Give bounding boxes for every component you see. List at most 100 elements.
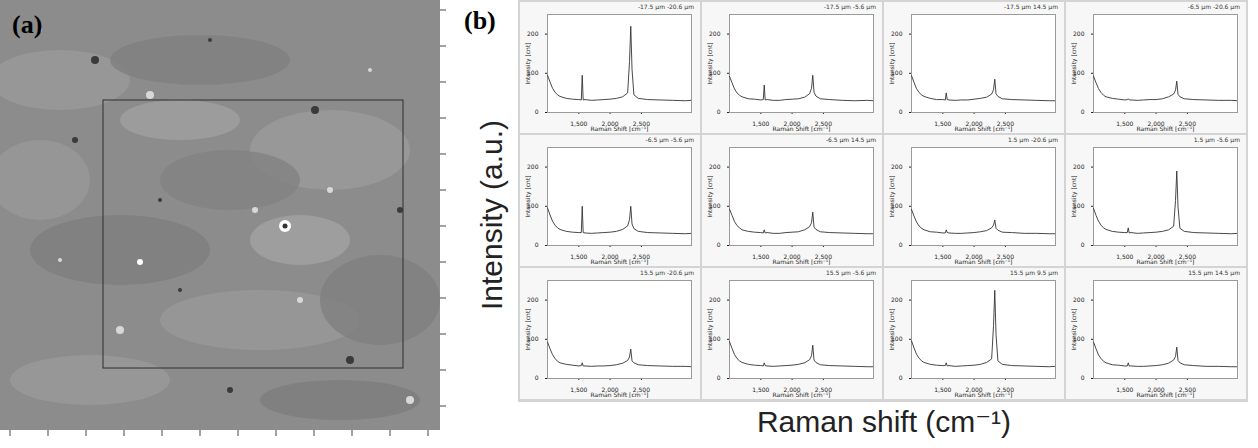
svg-text:0: 0 bbox=[535, 374, 539, 381]
svg-text:Intensity [cnt]: Intensity [cnt] bbox=[888, 42, 896, 84]
svg-text:Raman Shift [cm⁻¹]: Raman Shift [cm⁻¹] bbox=[955, 391, 1013, 398]
svg-text:200: 200 bbox=[1073, 296, 1085, 303]
svg-text:Raman Shift [cm⁻¹]: Raman Shift [cm⁻¹] bbox=[591, 391, 649, 398]
svg-text:2,000: 2,000 bbox=[965, 252, 983, 260]
svg-text:Intensity [cnt]: Intensity [cnt] bbox=[1070, 175, 1078, 217]
svg-text:Raman Shift [cm⁻¹]: Raman Shift [cm⁻¹] bbox=[1137, 258, 1195, 265]
svg-text:100: 100 bbox=[709, 202, 721, 210]
svg-text:2,000: 2,000 bbox=[783, 119, 801, 127]
svg-text:200: 200 bbox=[709, 296, 721, 303]
svg-text:Raman Shift [cm⁻¹]: Raman Shift [cm⁻¹] bbox=[1137, 391, 1195, 398]
svg-text:2,000: 2,000 bbox=[1147, 119, 1165, 127]
svg-text:0: 0 bbox=[899, 241, 903, 248]
svg-text:2,000: 2,000 bbox=[783, 252, 801, 260]
svg-text:Raman Shift [cm⁻¹]: Raman Shift [cm⁻¹] bbox=[591, 258, 649, 265]
svg-text:0: 0 bbox=[535, 241, 539, 248]
svg-text:100: 100 bbox=[1073, 202, 1085, 210]
svg-text:1,500: 1,500 bbox=[570, 386, 587, 393]
svg-text:2,500: 2,500 bbox=[1178, 252, 1196, 260]
html-text:(a): (a) bbox=[12, 10, 43, 39]
svg-text:1,500: 1,500 bbox=[570, 120, 587, 127]
svg-text:200: 200 bbox=[891, 296, 903, 303]
svg-text:Raman Shift [cm⁻¹]: Raman Shift [cm⁻¹] bbox=[773, 125, 831, 132]
html-text:Raman shift (cm⁻¹): Raman shift (cm⁻¹) bbox=[756, 405, 1012, 438]
svg-text:Raman Shift [cm⁻¹]: Raman Shift [cm⁻¹] bbox=[1137, 125, 1195, 132]
svg-text:2,000: 2,000 bbox=[783, 385, 801, 393]
svg-text:Intensity [cnt]: Intensity [cnt] bbox=[1070, 308, 1078, 350]
svg-text:0: 0 bbox=[717, 108, 721, 115]
svg-text:1,500: 1,500 bbox=[1116, 253, 1133, 260]
svg-text:0: 0 bbox=[1081, 374, 1085, 381]
svg-text:2,500: 2,500 bbox=[996, 252, 1014, 260]
svg-text:2,000: 2,000 bbox=[601, 252, 619, 260]
svg-text:0: 0 bbox=[717, 374, 721, 381]
svg-text:1,500: 1,500 bbox=[570, 253, 587, 260]
svg-text:2,000: 2,000 bbox=[965, 385, 983, 393]
svg-text:100: 100 bbox=[527, 202, 539, 210]
svg-text:Raman Shift [cm⁻¹]: Raman Shift [cm⁻¹] bbox=[591, 125, 649, 132]
svg-text:200: 200 bbox=[709, 163, 721, 170]
svg-text:1,500: 1,500 bbox=[934, 253, 951, 260]
svg-text:0: 0 bbox=[717, 241, 721, 248]
svg-text:200: 200 bbox=[709, 30, 721, 37]
svg-text:200: 200 bbox=[1073, 30, 1085, 37]
svg-text:2,500: 2,500 bbox=[996, 385, 1014, 393]
svg-text:100: 100 bbox=[1073, 335, 1085, 343]
svg-text:2,000: 2,000 bbox=[1147, 252, 1165, 260]
svg-text:200: 200 bbox=[527, 296, 539, 303]
svg-text:1,500: 1,500 bbox=[1116, 120, 1133, 127]
html-text:(b): (b) bbox=[464, 6, 496, 35]
svg-text:100: 100 bbox=[1073, 69, 1085, 77]
svg-text:2,500: 2,500 bbox=[632, 252, 650, 260]
svg-text:Intensity [cnt]: Intensity [cnt] bbox=[524, 308, 532, 350]
svg-text:2,500: 2,500 bbox=[814, 252, 832, 260]
svg-text:100: 100 bbox=[709, 335, 721, 343]
svg-text:200: 200 bbox=[527, 163, 539, 170]
svg-text:Intensity [cnt]: Intensity [cnt] bbox=[706, 175, 714, 217]
svg-text:2,500: 2,500 bbox=[814, 385, 832, 393]
svg-text:0: 0 bbox=[1081, 108, 1085, 115]
svg-text:1,500: 1,500 bbox=[752, 386, 769, 393]
svg-text:Raman Shift [cm⁻¹]: Raman Shift [cm⁻¹] bbox=[955, 258, 1013, 265]
svg-text:Intensity [cnt]: Intensity [cnt] bbox=[1070, 42, 1078, 84]
svg-text:2,500: 2,500 bbox=[1178, 385, 1196, 393]
svg-text:1,500: 1,500 bbox=[934, 386, 951, 393]
svg-text:2,000: 2,000 bbox=[965, 119, 983, 127]
svg-text:1,500: 1,500 bbox=[752, 120, 769, 127]
svg-text:1,500: 1,500 bbox=[934, 120, 951, 127]
svg-text:2,500: 2,500 bbox=[1178, 119, 1196, 127]
svg-text:100: 100 bbox=[891, 69, 903, 77]
svg-text:Intensity [cnt]: Intensity [cnt] bbox=[888, 308, 896, 350]
svg-text:200: 200 bbox=[527, 30, 539, 37]
svg-text:Intensity [cnt]: Intensity [cnt] bbox=[524, 175, 532, 217]
svg-text:200: 200 bbox=[1073, 163, 1085, 170]
svg-text:100: 100 bbox=[709, 69, 721, 77]
svg-text:2,500: 2,500 bbox=[632, 385, 650, 393]
svg-text:2,000: 2,000 bbox=[1147, 385, 1165, 393]
svg-text:0: 0 bbox=[899, 374, 903, 381]
svg-text:0: 0 bbox=[1081, 241, 1085, 248]
svg-text:2,500: 2,500 bbox=[996, 119, 1014, 127]
svg-text:Intensity [cnt]: Intensity [cnt] bbox=[706, 308, 714, 350]
svg-text:Intensity [cnt]: Intensity [cnt] bbox=[888, 175, 896, 217]
svg-text:100: 100 bbox=[891, 202, 903, 210]
svg-text:100: 100 bbox=[891, 335, 903, 343]
svg-text:0: 0 bbox=[899, 108, 903, 115]
svg-text:100: 100 bbox=[527, 335, 539, 343]
svg-text:200: 200 bbox=[891, 30, 903, 37]
svg-text:Raman Shift [cm⁻¹]: Raman Shift [cm⁻¹] bbox=[955, 125, 1013, 132]
svg-text:1,500: 1,500 bbox=[752, 253, 769, 260]
svg-text:2,500: 2,500 bbox=[814, 119, 832, 127]
svg-text:0: 0 bbox=[535, 108, 539, 115]
svg-text:100: 100 bbox=[527, 69, 539, 77]
svg-text:Intensity [cnt]: Intensity [cnt] bbox=[524, 42, 532, 84]
svg-text:2,000: 2,000 bbox=[601, 385, 619, 393]
svg-text:2,500: 2,500 bbox=[632, 119, 650, 127]
svg-text:Raman Shift [cm⁻¹]: Raman Shift [cm⁻¹] bbox=[773, 391, 831, 398]
svg-text:Intensity [cnt]: Intensity [cnt] bbox=[706, 42, 714, 84]
svg-text:1,500: 1,500 bbox=[1116, 386, 1133, 393]
svg-text:2,000: 2,000 bbox=[601, 119, 619, 127]
svg-text:Raman Shift [cm⁻¹]: Raman Shift [cm⁻¹] bbox=[773, 258, 831, 265]
svg-text:200: 200 bbox=[891, 163, 903, 170]
html-text:Intensity (a.u.): Intensity (a.u.) bbox=[475, 120, 508, 310]
